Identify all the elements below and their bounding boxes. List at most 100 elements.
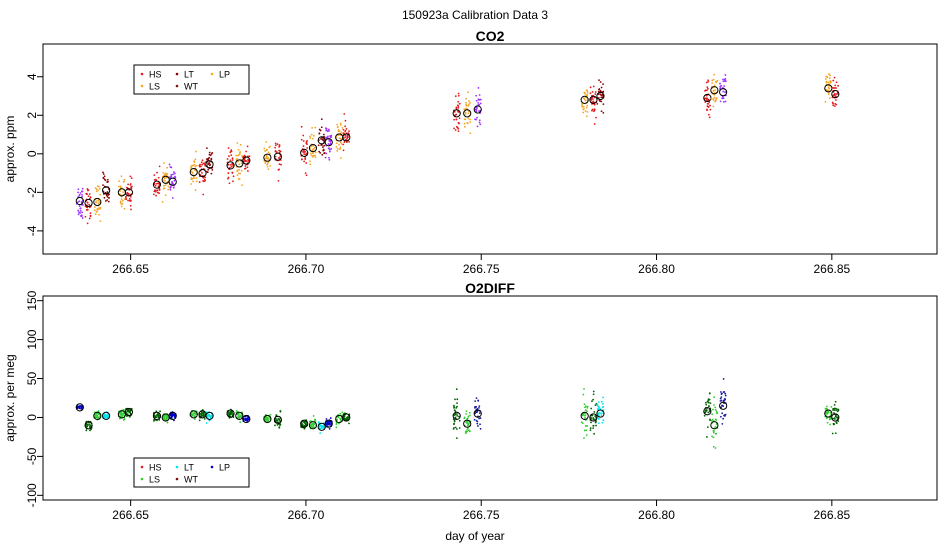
mean-marker [831, 89, 840, 99]
data-point [324, 156, 327, 159]
data-point [593, 110, 595, 113]
data-point [828, 418, 831, 421]
data-point [833, 403, 836, 406]
y-tick-label: -50 [25, 447, 39, 465]
data-point [311, 137, 314, 140]
data-point [457, 107, 460, 109]
data-point [583, 403, 586, 406]
data-point [322, 139, 325, 142]
data-point [600, 400, 603, 403]
data-point [466, 122, 469, 125]
mean-marker [596, 91, 605, 101]
data-point [274, 146, 277, 149]
data-point [339, 146, 342, 149]
data-point [278, 157, 281, 160]
data-point [593, 123, 596, 125]
data-point [120, 203, 123, 205]
data-point [157, 414, 160, 417]
mean-marker [596, 409, 605, 418]
data-point [582, 111, 585, 114]
mean-marker [263, 153, 272, 162]
y-tick-label: 4 [25, 73, 39, 80]
data-point [129, 204, 132, 207]
data-point [103, 196, 106, 199]
data-point [453, 422, 455, 425]
data-point [348, 422, 350, 425]
data-point [266, 162, 269, 165]
data-point [327, 128, 330, 131]
data-point [173, 419, 175, 422]
data-point [264, 149, 267, 152]
data-point [455, 118, 458, 121]
data-point [586, 104, 589, 107]
data-point [205, 422, 208, 424]
data-point [829, 80, 832, 83]
data-point [202, 162, 205, 165]
data-point [719, 397, 722, 400]
data-point [107, 196, 110, 199]
mean-marker [263, 414, 272, 424]
data-point [707, 106, 710, 108]
data-point [158, 165, 161, 168]
data-point [304, 172, 307, 175]
data-point [325, 137, 328, 139]
data-point [464, 430, 467, 433]
data-point [827, 410, 830, 413]
data-point [231, 159, 234, 161]
data-point [154, 416, 157, 419]
data-point [705, 98, 708, 101]
data-point [322, 149, 325, 152]
data-point [314, 154, 316, 157]
data-point [165, 416, 168, 419]
data-point [86, 193, 88, 196]
data-point [94, 186, 97, 189]
data-point [455, 428, 458, 430]
y-tick-label: 2 [25, 112, 39, 119]
data-point [455, 107, 458, 110]
data-point [88, 217, 91, 220]
data-point [229, 150, 232, 153]
data-point [163, 179, 165, 182]
data-point [602, 419, 605, 422]
data-point [157, 416, 160, 419]
x-tick-label: 266.70 [288, 508, 325, 522]
legend-marker [175, 84, 179, 88]
data-point [208, 156, 211, 159]
mean-marker [580, 95, 589, 104]
data-point [600, 412, 603, 415]
data-point [268, 158, 271, 161]
data-point [475, 397, 478, 399]
data-point [119, 186, 122, 189]
data-point [170, 166, 173, 169]
data-point [210, 172, 213, 175]
data-point [304, 157, 307, 160]
mean-marker [719, 401, 728, 410]
x-tick-label: 266.80 [638, 508, 675, 522]
data-point [466, 427, 469, 430]
data-point [832, 104, 835, 107]
mean-marker [93, 197, 102, 207]
data-point [598, 88, 601, 90]
data-point [229, 164, 232, 166]
data-point [465, 413, 467, 415]
data-point [95, 190, 98, 193]
data-point [477, 102, 480, 104]
data-point [469, 101, 472, 104]
data-point [76, 201, 79, 204]
legend-marker [210, 465, 214, 469]
data-point [228, 155, 230, 158]
data-point [344, 125, 347, 128]
data-point [475, 110, 478, 113]
data-point [478, 121, 481, 124]
data-point [203, 414, 206, 417]
data-point [304, 422, 307, 425]
data-point [266, 157, 269, 160]
data-point [238, 151, 241, 154]
data-point [317, 144, 320, 147]
data-point [328, 148, 331, 151]
data-point [78, 200, 81, 203]
data-point [227, 147, 230, 149]
data-point [98, 187, 101, 190]
data-point [246, 417, 249, 420]
data-point [97, 189, 99, 192]
